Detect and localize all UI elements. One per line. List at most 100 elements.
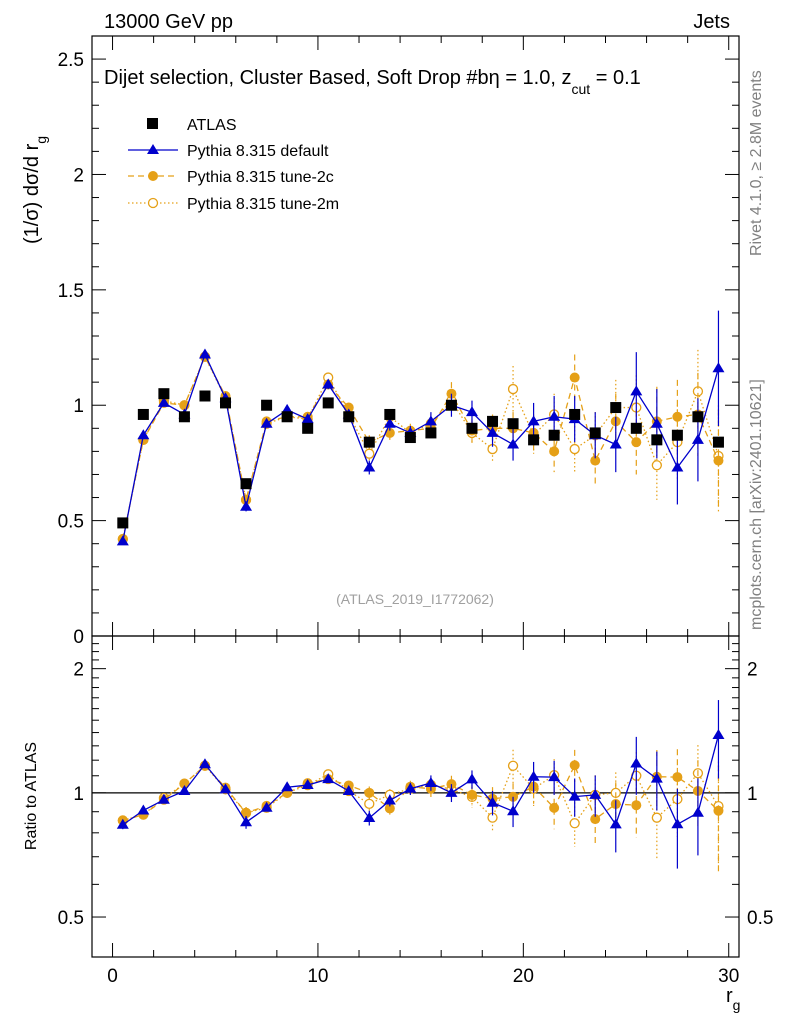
main-title-sub: cut: [571, 81, 590, 97]
ratio-ylabel: Ratio to ATLAS: [23, 742, 40, 850]
data-point-atlas: [117, 517, 129, 529]
legend-tune2m-label: Pythia 8.315 tune-2m: [187, 196, 339, 213]
svg-text:(1/σ) dσ/d rg: (1/σ) dσ/d rg: [21, 136, 49, 244]
data-point-atlas: [507, 418, 519, 430]
x-tick-label: 20: [513, 966, 534, 987]
data-point-default: [424, 776, 437, 787]
data-point-default: [198, 758, 211, 769]
data-point-default: [157, 396, 170, 407]
data-point-atlas: [384, 408, 396, 420]
data-point-atlas: [610, 402, 622, 414]
data-point-default: [445, 786, 458, 797]
data-point-default: [609, 438, 622, 449]
data-point-default: [116, 818, 129, 829]
main-title-text: Dijet selection, Cluster Based, Soft Dro…: [104, 67, 489, 89]
main-ytick-label: 1: [73, 396, 84, 417]
data-point-default: [548, 410, 561, 421]
data-point-atlas: [425, 427, 437, 439]
data-point-tune2m: [364, 798, 375, 809]
data-point-default: [548, 771, 561, 782]
data-point-tune2c: [466, 789, 477, 800]
data-point-default: [507, 805, 520, 816]
legend-tune2c-marker: [148, 171, 158, 181]
x-tick-label: 30: [718, 966, 739, 987]
rivet-text: Rivet 4.1.0, ≥ 2.8M events: [748, 70, 765, 256]
data-point-tune2m: [364, 448, 375, 459]
legend-tune2c-label: Pythia 8.315 tune-2c: [187, 169, 334, 186]
data-point-tune2c: [549, 446, 560, 457]
data-point-default: [691, 433, 704, 444]
data-point-atlas: [302, 422, 314, 434]
data-point-default: [630, 757, 643, 768]
series-line-tune2m: [122, 355, 720, 540]
x-tick-label: 0: [107, 966, 118, 987]
series-line-tune2m: [122, 764, 720, 825]
data-point-tune2c: [384, 803, 395, 814]
data-point-default: [281, 781, 294, 792]
legend-default-marker: [147, 144, 159, 154]
data-point-atlas: [487, 415, 499, 427]
legend-atlas-marker: [147, 118, 158, 129]
data-point-tune2m: [651, 812, 662, 823]
data-point-default: [363, 461, 376, 472]
data-point-default: [178, 784, 191, 795]
data-point-atlas: [651, 434, 663, 446]
main-ytick-label: 2: [73, 165, 84, 186]
data-point-tune2m: [507, 760, 519, 771]
data-point-default: [650, 772, 663, 783]
main-series-tune2m: [117, 349, 724, 545]
data-point-tune2c: [549, 802, 560, 813]
main-title-end: = 0.1: [590, 67, 641, 89]
data-point-atlas: [589, 427, 601, 439]
data-point-default: [589, 788, 602, 799]
data-point-tune2c: [569, 372, 580, 383]
series-line-default: [122, 734, 720, 826]
data-point-atlas: [466, 422, 478, 434]
x-axis-label-sub: g: [733, 997, 741, 1013]
data-point-default: [157, 793, 170, 804]
data-point-atlas: [240, 478, 252, 490]
data-point-atlas: [281, 411, 293, 423]
data-point-default: [486, 426, 499, 437]
data-point-default: [219, 783, 232, 794]
data-point-default: [650, 417, 663, 428]
data-point-default: [240, 500, 253, 511]
series-line-tune2c: [122, 355, 720, 540]
data-point-default: [240, 816, 253, 827]
data-point-default: [712, 362, 725, 373]
header-energy: 13000 GeV pp: [104, 11, 233, 33]
ratio-series-default: [116, 700, 725, 869]
data-point-default: [322, 378, 335, 389]
main-series-layer: [116, 310, 725, 546]
data-point-default: [671, 818, 684, 829]
main-ylabel-sub: g: [33, 136, 49, 144]
data-point-tune2c: [631, 437, 642, 448]
main-ytick-label: 0.5: [58, 512, 84, 533]
data-point-default: [137, 429, 150, 440]
data-point-atlas: [671, 429, 683, 441]
data-point-atlas: [363, 436, 375, 448]
data-point-default: [691, 806, 704, 817]
data-point-tune2c: [590, 814, 601, 825]
ratio-ytick-label: 1: [73, 784, 84, 805]
main-series-atlas: [117, 388, 724, 529]
main-ylabel-text: (1/σ) dσ/d r: [21, 143, 43, 244]
data-point-default: [609, 818, 622, 829]
data-point-default: [630, 385, 643, 396]
x-axis-label: rg: [726, 985, 740, 1013]
main-ylabel: (1/σ) dσ/d rg: [21, 136, 49, 244]
data-point-tune2c: [590, 455, 601, 466]
data-point-atlas: [692, 411, 704, 423]
data-point-tune2m: [569, 818, 580, 829]
data-point-atlas: [712, 436, 724, 448]
main-ytick-label: 1.5: [58, 281, 84, 302]
data-point-default: [198, 348, 211, 359]
data-point-tune2m: [507, 383, 519, 395]
series-line-default: [122, 352, 720, 542]
legend: ATLAS Pythia 8.315 default Pythia 8.315 …: [128, 117, 339, 213]
ratio-ytick-label-right: 2: [747, 660, 758, 681]
x-tick-label: 10: [307, 966, 328, 987]
data-point-tune2m: [651, 460, 662, 471]
ratio-ytick-label-right: 1: [747, 784, 758, 805]
